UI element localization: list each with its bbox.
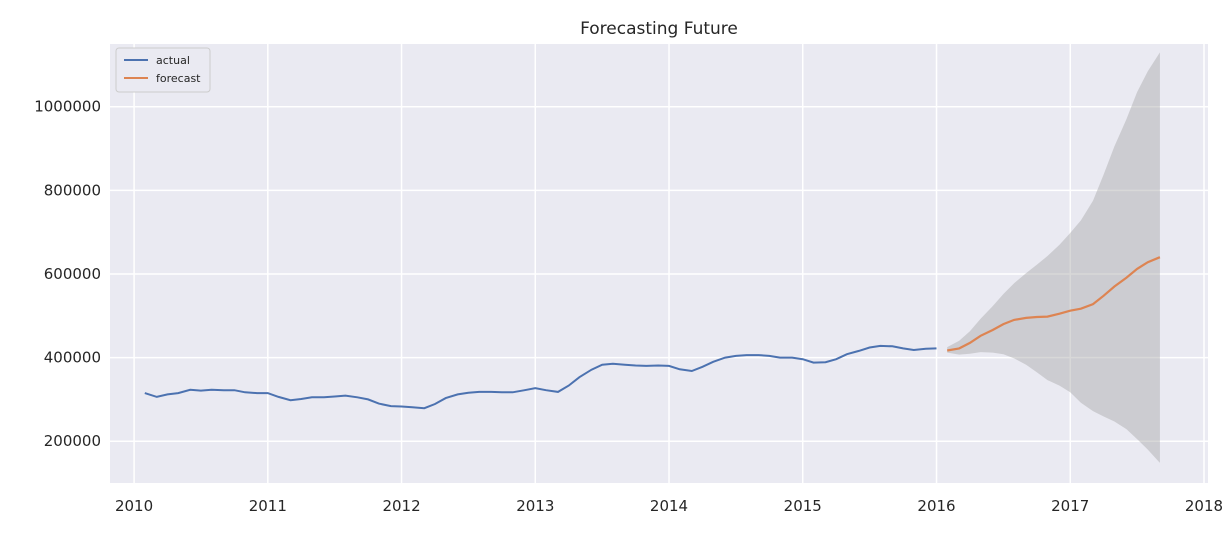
grid-lines [110, 44, 1208, 483]
series-line-actual [144, 344, 937, 410]
legend: actual forecast [115, 47, 211, 93]
x-tick-label: 2016 [917, 497, 955, 515]
x-tick-label: 2013 [516, 497, 554, 515]
y-tick-label: 400000 [44, 349, 101, 367]
x-tick-label: 2018 [1185, 497, 1223, 515]
forecast-confidence-band [947, 52, 1160, 463]
y-tick-label: 800000 [44, 181, 101, 199]
y-tick-label: 200000 [44, 432, 101, 450]
series-line-forecast [947, 256, 1161, 352]
x-tick-label: 2014 [650, 497, 688, 515]
y-tick-label: 1000000 [34, 98, 101, 116]
plot-background [110, 44, 1208, 483]
x-tick-label: 2015 [784, 497, 822, 515]
x-tick-label: 2017 [1051, 497, 1089, 515]
chart-title: Forecasting Future [580, 19, 738, 39]
y-tick-label: 600000 [44, 265, 101, 283]
x-tick-label: 2012 [382, 497, 420, 515]
legend-label-actual: actual [156, 54, 190, 67]
y-axis-tick-labels: 200000 400000 600000 800000 1000000 [34, 98, 101, 450]
x-tick-label: 2011 [249, 497, 287, 515]
x-tick-label: 2010 [115, 497, 153, 515]
x-axis-tick-labels: 2010 2011 2012 2013 2014 2015 2016 2017 2018 [115, 497, 1223, 515]
legend-label-forecast: forecast [156, 72, 201, 85]
